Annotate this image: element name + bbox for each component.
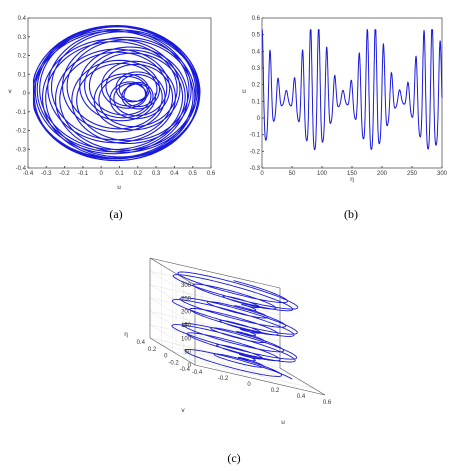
panel-b-x-ticks: 0 50 100 150 200 250 300 (260, 166, 448, 177)
panel-c-grid-line (183, 358, 314, 389)
panel-a-x-tick-label: -0.3 (41, 171, 52, 177)
panel-b-y-tick-label: -0.2 (250, 149, 261, 155)
panel-a-x-tick-label: 0.2 (134, 171, 143, 177)
caption-b: (b) (344, 207, 358, 221)
panel-c-grid-line (172, 351, 303, 382)
panel-c-box-edge (149, 257, 281, 289)
panel-b-plot-area (261, 17, 443, 169)
panel-c-u-tick-label: -0.4 (192, 370, 203, 376)
panel-c-u-tick-label: -0.2 (218, 376, 229, 382)
panel-c-3d-trajectory (171, 271, 299, 380)
panel-c-grid-line (149, 284, 281, 315)
panel-b-x-tick-label: 50 (289, 171, 296, 177)
panel-c-box-edge (149, 337, 196, 366)
panel-c-u-tick-label: 0.4 (297, 394, 306, 400)
panel-c-axes-box (149, 257, 326, 396)
panel-a-x-tick-label: 0 (100, 171, 104, 177)
panel-c-v-label: v (181, 407, 185, 414)
panel-c-z-tick-label: 50 (184, 350, 191, 356)
panel-a-y-tick-label: -0.2 (16, 129, 27, 135)
panel-b-y-tick-label: -0.3 (250, 166, 261, 172)
panel-c-v-tick-label: 0.4 (137, 340, 146, 346)
caption-a: (a) (109, 207, 122, 221)
panel-a-y-tick-label: 0 (23, 91, 27, 97)
panel-b-y-tick-label: 0.1 (252, 99, 261, 105)
panel-a-x-ticks: -0.4 -0.3 -0.2 -0.1 0 0.1 0.2 0.3 0.4 0.5 0.6 (23, 166, 216, 177)
panel-c-grid-line (149, 271, 281, 302)
panel-a-x-label: u (117, 184, 121, 191)
panel-a-y-tick-label: 0.3 (18, 35, 27, 41)
panel-c-z-tick-label: 200 (181, 310, 192, 316)
panel-a-x-tick-label: 0.5 (189, 171, 198, 177)
panel-b-y-ticks: 0.6 0.5 0.4 0.3 0.2 0.1 0 -0.1 -0.2 -0.3 (250, 16, 264, 172)
panel-a: -0.4 -0.3 -0.2 -0.1 0 0.1 0.2 0.3 0.4 0.5 0.6 0.40… (8, 16, 215, 221)
panel-c-z-ticks: 300 250 200 150 100 50 0 (181, 283, 192, 369)
panel-c-box-edge (149, 257, 196, 286)
panel-b-y-tick-label: 0.4 (252, 49, 261, 55)
panel-a-y-tick-label: -0.3 (16, 147, 27, 153)
panel-a-y-tick-label: -0.1 (16, 110, 27, 116)
panel-b-y-tick-label: 0.6 (252, 16, 261, 22)
panel-b-x-tick-label: 100 (317, 171, 328, 177)
panel-c-v-tick-label: -0.2 (168, 360, 179, 366)
panel-a-x-tick-label: 0.3 (152, 171, 161, 177)
panel-b-x-label: η (350, 176, 354, 183)
panel-c-z-tick-label: 300 (181, 283, 192, 289)
panel-c-v-tick-label: 0.2 (148, 347, 157, 353)
panel-a-y-tick-label: -0.4 (16, 166, 27, 172)
panel-a-y-tick-label: 0.4 (18, 16, 27, 22)
panel-b: 0 50 100 150 200 250 300 0.60.50.40.30.20.10-0… (242, 16, 447, 221)
panel-c-u-tick-label: 0.2 (271, 388, 280, 394)
panel-b-time-series (261, 29, 443, 151)
panel-b-x-tick-label: 300 (437, 171, 448, 177)
panel-b-y-tick-label: -0.1 (250, 133, 261, 139)
panel-c-z-tick-label: 250 (181, 296, 192, 302)
panel-a-x-tick-label: -0.2 (59, 171, 70, 177)
panel-b-x-tick-label: 150 (347, 171, 358, 177)
panel-b-y-tick-label: 0 (257, 116, 261, 122)
panel-c-u-ticks: -0.4 -0.2 0 0.2 0.4 0.6 (192, 370, 332, 406)
panel-c-grid-line (149, 311, 281, 342)
panel-a-y-ticks: 0.4 0.3 0.2 0.1 0 -0.1 -0.2 -0.3 -0.4 (16, 16, 30, 172)
panel-a-x-tick-label: -0.4 (23, 171, 34, 177)
panel-b-x-tick-label: 200 (377, 171, 388, 177)
panel-a-y-label: v (8, 88, 12, 95)
panel-a-x-tick-label: -0.1 (78, 171, 89, 177)
panel-b-x-tick-label: 0 (260, 171, 264, 177)
panel-b-x-tick-label: 250 (407, 171, 418, 177)
panel-a-phase-trajectory (32, 25, 201, 162)
panel-c-v-tick-label: -0.4 (180, 367, 191, 373)
panel-c-v-tick-label: 0 (164, 354, 168, 360)
panel-c-u-tick-label: 0.6 (323, 400, 332, 406)
panel-c-z-tick-label: 100 (181, 336, 192, 342)
panel-c-u-tick-label: 0 (247, 382, 251, 388)
panel-c-u-label: u (281, 419, 285, 426)
panel-c-box-edge (279, 367, 326, 396)
panel-b-y-tick-label: 0.5 (252, 33, 261, 39)
panel-b-y-tick-label: 0.2 (252, 83, 261, 89)
panel-b-y-tick-label: 0.3 (252, 66, 261, 72)
panel-c-z-label: η (124, 331, 128, 338)
panel-b-y-label: u (242, 88, 246, 95)
panel-a-y-tick-label: 0.1 (18, 72, 27, 78)
panel-c-box-edge (194, 364, 326, 396)
panel-c-z-tick-label: 0 (188, 363, 192, 369)
panel-a-x-tick-label: 0.4 (170, 171, 179, 177)
panel-a-x-tick-label: 0.1 (115, 171, 124, 177)
panel-c-z-tick-label: 150 (181, 323, 192, 329)
panel-c-grid-line (149, 324, 281, 355)
caption-c: (c) (227, 451, 240, 465)
panel-c-v-ticks: 0.40.20-0.2-0.4 (137, 340, 191, 373)
panel-a-y-tick-label: 0.2 (18, 54, 27, 60)
panel-a-x-tick-label: 0.6 (207, 171, 216, 177)
